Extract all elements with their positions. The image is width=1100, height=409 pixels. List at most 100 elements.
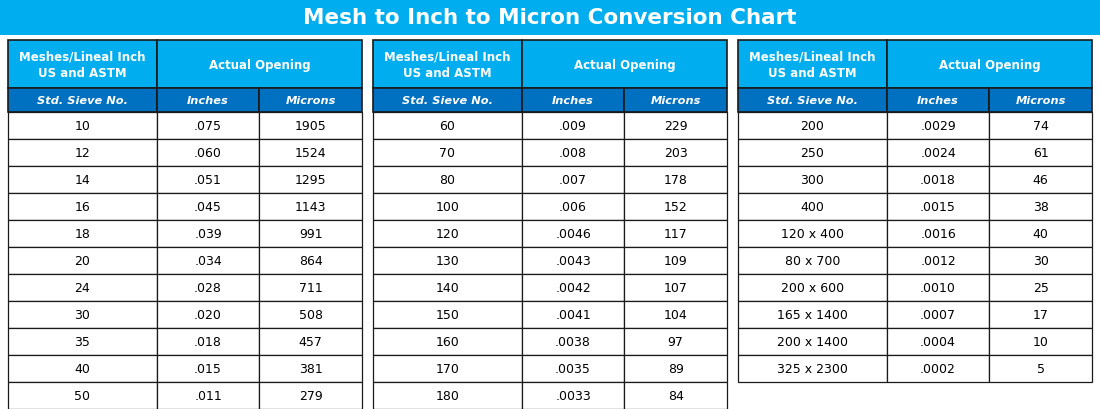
- Bar: [625, 328, 727, 355]
- Text: 74: 74: [1033, 120, 1048, 133]
- Text: 12: 12: [75, 147, 90, 160]
- Text: Mesh to Inch to Micron Conversion Chart: Mesh to Inch to Micron Conversion Chart: [304, 8, 796, 28]
- Bar: [373, 301, 521, 328]
- Text: .007: .007: [559, 173, 587, 187]
- Bar: [8, 193, 156, 220]
- Bar: [887, 328, 989, 355]
- Text: 14: 14: [75, 173, 90, 187]
- Bar: [738, 139, 887, 166]
- Text: 165 x 1400: 165 x 1400: [777, 308, 848, 321]
- Text: 117: 117: [663, 227, 688, 240]
- Text: Std. Sieve No.: Std. Sieve No.: [402, 96, 493, 106]
- Bar: [989, 113, 1092, 139]
- Text: 457: 457: [299, 335, 322, 348]
- Text: 325 x 2300: 325 x 2300: [777, 362, 848, 375]
- Text: 711: 711: [299, 281, 322, 294]
- Bar: [8, 382, 156, 409]
- Text: 170: 170: [436, 362, 460, 375]
- Bar: [738, 89, 887, 113]
- Bar: [8, 166, 156, 193]
- Bar: [260, 301, 362, 328]
- Bar: [887, 355, 989, 382]
- Bar: [0, 0, 1100, 36]
- Bar: [887, 139, 989, 166]
- Bar: [521, 193, 625, 220]
- Bar: [887, 247, 989, 274]
- Text: 381: 381: [299, 362, 322, 375]
- Bar: [625, 220, 727, 247]
- Bar: [887, 113, 989, 139]
- Text: Actual Opening: Actual Opening: [209, 58, 310, 71]
- Bar: [260, 355, 362, 382]
- Text: 200 x 600: 200 x 600: [781, 281, 844, 294]
- Text: Meshes/Lineal Inch
US and ASTM: Meshes/Lineal Inch US and ASTM: [19, 50, 145, 80]
- Text: 10: 10: [1033, 335, 1048, 348]
- Text: Meshes/Lineal Inch
US and ASTM: Meshes/Lineal Inch US and ASTM: [749, 50, 876, 80]
- Text: 1524: 1524: [295, 147, 327, 160]
- Bar: [156, 220, 260, 247]
- Bar: [260, 274, 362, 301]
- Text: .0038: .0038: [556, 335, 591, 348]
- Bar: [373, 139, 521, 166]
- Text: 104: 104: [663, 308, 688, 321]
- Bar: [8, 301, 156, 328]
- Bar: [373, 41, 521, 89]
- Text: 30: 30: [1033, 254, 1048, 267]
- Text: Inches: Inches: [917, 96, 959, 106]
- Text: Actual Opening: Actual Opening: [938, 58, 1041, 71]
- Bar: [373, 274, 521, 301]
- Bar: [625, 382, 727, 409]
- Bar: [887, 166, 989, 193]
- Bar: [738, 274, 887, 301]
- Text: .034: .034: [194, 254, 222, 267]
- Text: 107: 107: [663, 281, 688, 294]
- Bar: [521, 382, 625, 409]
- Text: 178: 178: [663, 173, 688, 187]
- Text: .051: .051: [194, 173, 222, 187]
- Bar: [625, 139, 727, 166]
- Bar: [521, 301, 625, 328]
- Text: .0024: .0024: [920, 147, 956, 160]
- Bar: [625, 301, 727, 328]
- Text: Std. Sieve No.: Std. Sieve No.: [36, 96, 128, 106]
- Bar: [887, 41, 1092, 89]
- Text: .0007: .0007: [920, 308, 956, 321]
- Text: .015: .015: [194, 362, 222, 375]
- Bar: [887, 89, 989, 113]
- Text: .0016: .0016: [920, 227, 956, 240]
- Text: Microns: Microns: [1015, 96, 1066, 106]
- Bar: [156, 166, 260, 193]
- Text: 130: 130: [436, 254, 459, 267]
- Text: 17: 17: [1033, 308, 1048, 321]
- Bar: [625, 355, 727, 382]
- Text: 38: 38: [1033, 200, 1048, 213]
- Bar: [738, 193, 887, 220]
- Text: 203: 203: [663, 147, 688, 160]
- Text: 35: 35: [75, 335, 90, 348]
- Text: 40: 40: [75, 362, 90, 375]
- Text: .060: .060: [194, 147, 222, 160]
- Text: 40: 40: [1033, 227, 1048, 240]
- Bar: [260, 113, 362, 139]
- Text: 120 x 400: 120 x 400: [781, 227, 844, 240]
- Bar: [8, 139, 156, 166]
- Text: 25: 25: [1033, 281, 1048, 294]
- Text: 30: 30: [75, 308, 90, 321]
- Text: 1295: 1295: [295, 173, 327, 187]
- Bar: [156, 89, 260, 113]
- Bar: [156, 274, 260, 301]
- Text: .0002: .0002: [920, 362, 956, 375]
- Text: .039: .039: [194, 227, 222, 240]
- Bar: [625, 89, 727, 113]
- Bar: [989, 139, 1092, 166]
- Text: .0015: .0015: [920, 200, 956, 213]
- Bar: [738, 301, 887, 328]
- Bar: [156, 328, 260, 355]
- Text: 160: 160: [436, 335, 459, 348]
- Text: 18: 18: [75, 227, 90, 240]
- Bar: [521, 274, 625, 301]
- Text: .0033: .0033: [556, 389, 591, 402]
- Bar: [373, 113, 521, 139]
- Bar: [260, 139, 362, 166]
- Bar: [8, 274, 156, 301]
